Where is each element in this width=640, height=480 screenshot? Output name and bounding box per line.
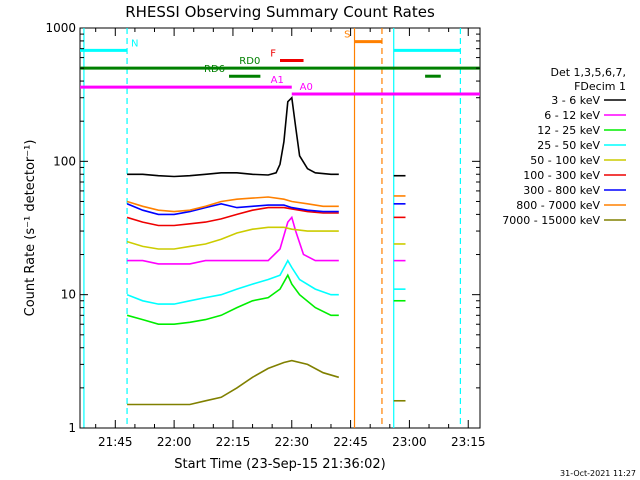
legend-entry-label: 25 - 50 keV [537,139,600,152]
y-tick-label: 10 [61,288,76,302]
legend-entry-label: 100 - 300 keV [523,169,600,182]
legend-header: FDecim 1 [574,80,626,93]
plot-frame [79,27,481,429]
legend-entry-label: 50 - 100 keV [530,154,600,167]
x-axis-ticks: 21:45 22:00 22:15 22:30 22:45 23:00 23:15 [95,28,486,449]
y-axis-label: Count Rate (s⁻¹ detector⁻¹) [23,140,38,317]
flag-label-rd6: RD6 [204,64,225,75]
flag-label-s: S [344,30,350,41]
x-tick-label: 21:45 [98,435,133,449]
x-tick-label: 22:00 [157,435,192,449]
chart-title: RHESSI Observing Summary Count Rates [125,3,435,21]
legend-entry-label: 7000 - 15000 keV [502,214,600,227]
series-line-25-50-kev [126,258,339,305]
x-tick-label: 23:00 [392,435,427,449]
legend-entry-label: 12 - 25 keV [537,124,600,137]
series-line-12-25-kev [126,273,339,326]
legend-entry-label: 6 - 12 keV [544,109,600,122]
flag-label-n: N [131,38,138,49]
series-line-7000-15000-kev [127,359,340,406]
y-axis-ticks: 1 10 100 1000 [45,21,480,435]
flag-label-rd0: RD0 [239,56,260,67]
y-tick-label: 100 [53,154,76,168]
series-line-6-12-kev [127,215,339,265]
legend-header: Det 1,3,5,6,7, [550,66,626,79]
flag-label-a1: A1 [271,75,284,86]
y-tick-label: 1000 [45,21,76,35]
series-line-300-800-kev [126,202,339,216]
series-lines [126,95,406,406]
state-flags: N S F RD0 RD6 A1 A0 [80,30,480,96]
legend-entry-label: 800 - 7000 keV [516,199,600,212]
series-line-50-100-kev [126,226,339,250]
x-tick-label: 22:30 [274,435,309,449]
legend: Det 1,3,5,6,7,FDecim 13 - 6 keV 6 - 12 ke… [502,66,626,227]
flag-label-f: F [270,49,276,60]
x-tick-label: 22:45 [333,435,368,449]
y-tick-label: 1 [68,421,76,435]
legend-entry-label: 300 - 800 keV [523,184,600,197]
legend-entry-label: 3 - 6 keV [551,94,600,107]
x-tick-label: 22:15 [216,435,251,449]
series-line-3-6-kev [127,95,339,178]
x-axis-label: Start Time (23-Sep-15 21:36:02) [174,457,385,472]
flag-label-a0: A0 [300,82,313,93]
timestamp: 31-Oct-2021 11:27 [560,469,636,478]
series-line-800-7000-kev [126,196,339,213]
series-line-100-300-kev [126,206,339,227]
x-tick-label: 23:15 [451,435,486,449]
